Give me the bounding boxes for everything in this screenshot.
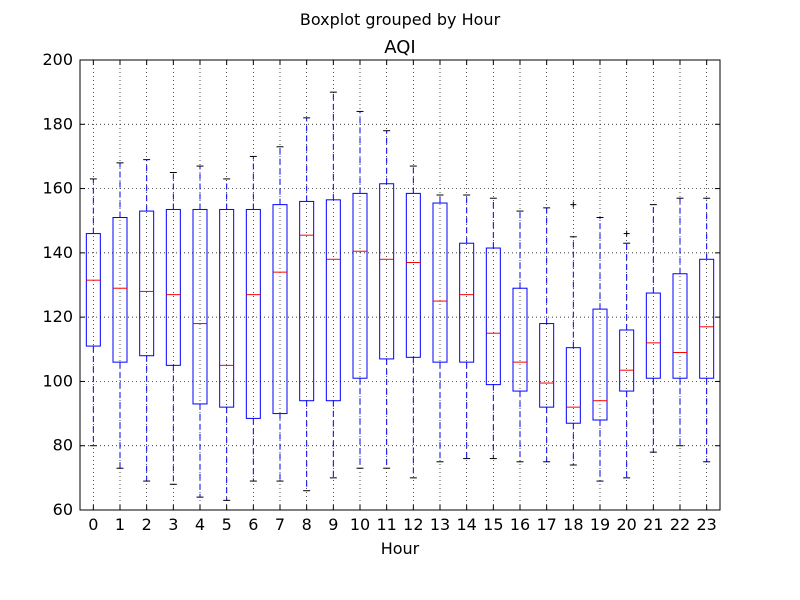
x-tick-label: 19: [590, 515, 610, 534]
box-iqr: [85, 233, 101, 347]
box-iqr: [432, 202, 448, 363]
box-group: [85, 178, 101, 447]
box-group: [459, 194, 475, 460]
box-group: [592, 217, 608, 482]
x-tick-label: 15: [483, 515, 503, 534]
box-iqr: [272, 204, 288, 415]
box-iqr: [459, 242, 475, 363]
box-group: [192, 165, 208, 498]
box-iqr: [219, 208, 235, 408]
x-tick-label: 23: [696, 515, 716, 534]
x-tick-label: 4: [195, 515, 205, 534]
box-group: [165, 172, 181, 485]
box-iqr: [245, 208, 261, 419]
x-tick-label: 17: [536, 515, 556, 534]
box-group: [379, 130, 395, 469]
box-iqr: [565, 347, 581, 424]
box-iqr: [485, 247, 501, 386]
axes-frame: [79, 59, 721, 511]
box-group: [619, 230, 635, 479]
x-tick-label: 14: [456, 515, 476, 534]
y-tick-label: 80: [53, 436, 73, 455]
y-tick-label: 180: [42, 114, 73, 133]
box-iqr: [192, 208, 208, 405]
box-group: [325, 91, 341, 479]
box-iqr: [672, 273, 688, 379]
box-iqr: [539, 323, 555, 408]
y-tick-label: 200: [42, 50, 73, 69]
box-group: [565, 201, 581, 466]
box-iqr: [352, 192, 368, 379]
x-tick-label: 9: [328, 515, 338, 534]
box-group: [352, 110, 368, 469]
box-group: [139, 159, 155, 482]
x-tick-label: 13: [430, 515, 450, 534]
box-group: [272, 146, 288, 482]
box-group: [432, 194, 448, 463]
y-tick-label: 60: [53, 500, 73, 519]
x-tick-label: 0: [88, 515, 98, 534]
box-group: [512, 210, 528, 463]
box-group: [219, 178, 235, 501]
box-iqr: [139, 210, 155, 357]
box-iqr: [699, 258, 715, 379]
box-group: [645, 204, 661, 453]
y-tick-label: 140: [42, 243, 73, 262]
box-group: [112, 162, 128, 469]
y-tick-label: 120: [42, 307, 73, 326]
box-iqr: [645, 292, 661, 379]
box-iqr: [512, 287, 528, 392]
box-iqr: [592, 308, 608, 421]
x-tick-label: 10: [350, 515, 370, 534]
figure-suptitle: Boxplot grouped by Hour: [299, 10, 501, 29]
x-tick-label: 20: [616, 515, 636, 534]
x-axis-label: Hour: [381, 539, 420, 558]
x-tick-label: 3: [168, 515, 178, 534]
x-tick-label: 16: [510, 515, 530, 534]
box-group: [299, 117, 315, 492]
y-tick-label: 100: [42, 371, 73, 390]
x-tick-label: 8: [302, 515, 312, 534]
x-tick-label: 21: [643, 515, 663, 534]
x-tick-label: 5: [222, 515, 232, 534]
box-iqr: [112, 217, 128, 363]
box-iqr: [619, 329, 635, 392]
box-layer: [85, 91, 715, 501]
box-iqr: [299, 200, 315, 402]
x-tick-label: 1: [115, 515, 125, 534]
x-tick-label: 22: [670, 515, 690, 534]
y-tick-label: 160: [42, 179, 73, 198]
box-group: [672, 197, 688, 447]
box-group: [245, 155, 261, 482]
box-group: [539, 207, 555, 463]
box-group: [405, 165, 421, 479]
x-tick-label: 18: [563, 515, 583, 534]
grid-layer: [80, 59, 720, 511]
box-iqr: [325, 199, 341, 402]
box-iqr: [165, 208, 181, 366]
x-tick-label: 7: [275, 515, 285, 534]
x-tick-label: 6: [248, 515, 258, 534]
chart-title: AQI: [384, 37, 415, 58]
x-tick-label: 2: [142, 515, 152, 534]
box-iqr: [405, 192, 421, 358]
box-group: [485, 197, 501, 460]
box-iqr: [379, 183, 395, 360]
box-group: [699, 197, 715, 463]
x-tick-label: 11: [376, 515, 396, 534]
x-tick-label: 12: [403, 515, 423, 534]
